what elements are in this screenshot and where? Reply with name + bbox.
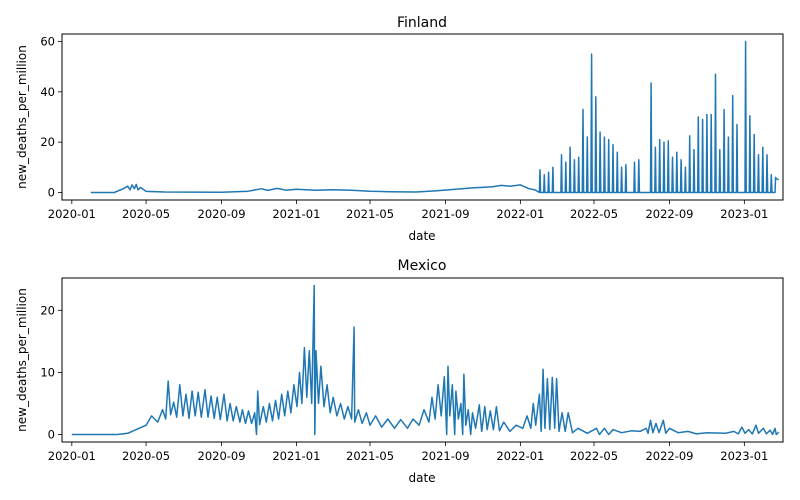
x-tick-label: 2021-01 (272, 207, 320, 221)
x-tick-label: 2020-09 (198, 449, 246, 463)
plot-area (90, 40, 780, 194)
x-tick-label: 2023-01 (720, 449, 768, 463)
y-tick-label: 0 (48, 428, 55, 442)
x-tick-label: 2023-01 (720, 207, 768, 221)
x-tick-label: 2022-09 (645, 449, 693, 463)
x-tick-label: 2022-05 (570, 449, 618, 463)
x-axis-label: date (408, 229, 435, 243)
plot-frame (61, 277, 784, 443)
x-tick-label: 2022-01 (496, 207, 544, 221)
y-tick-label: 20 (40, 303, 55, 317)
x-tick-label: 2020-05 (122, 207, 170, 221)
series-line (90, 40, 780, 194)
x-tick-label: 2020-05 (122, 449, 170, 463)
x-tick-label: 2021-09 (421, 449, 469, 463)
plot-area (71, 284, 780, 436)
y-axis-ticks: 0 20 40 60 (40, 35, 62, 199)
plot-frame (61, 33, 784, 201)
panel-mexico: Mexico 2020-01 2020-05 2020-09 2021-01 2021-… (15, 258, 784, 485)
x-tick-label: 2021-01 (272, 449, 320, 463)
x-axis-label: date (408, 471, 435, 485)
y-axis-ticks: 0 10 20 (40, 303, 62, 442)
y-tick-label: 40 (40, 85, 55, 99)
x-axis-ticks: 2020-01 2020-05 2020-09 2021-01 2021-05 2021-… (48, 442, 768, 463)
x-tick-label: 2022-05 (570, 207, 618, 221)
x-tick-label: 2020-09 (198, 207, 246, 221)
y-tick-label: 0 (48, 185, 55, 199)
chart-title: Mexico (398, 258, 447, 274)
x-tick-label: 2021-05 (346, 207, 394, 221)
y-tick-label: 10 (40, 365, 55, 379)
x-axis-ticks: 2020-01 2020-05 2020-09 2021-01 2021-05 2021-… (48, 200, 768, 221)
x-tick-label: 2022-01 (496, 449, 544, 463)
y-tick-label: 20 (40, 135, 55, 149)
y-axis-label: new_deaths_per_million (15, 45, 29, 189)
x-tick-label: 2020-01 (48, 449, 96, 463)
y-tick-label: 60 (40, 35, 55, 49)
chart-title: Finland (397, 15, 447, 31)
x-tick-label: 2021-05 (346, 449, 394, 463)
y-axis-label: new_deaths_per_million (15, 288, 29, 432)
x-tick-label: 2021-09 (421, 207, 469, 221)
x-tick-label: 2022-09 (645, 207, 693, 221)
panel-finland: Finland 2020-01 2020-05 2020-09 2021-01 2021… (15, 15, 784, 243)
series-line (71, 284, 780, 436)
x-tick-label: 2020-01 (48, 207, 96, 221)
